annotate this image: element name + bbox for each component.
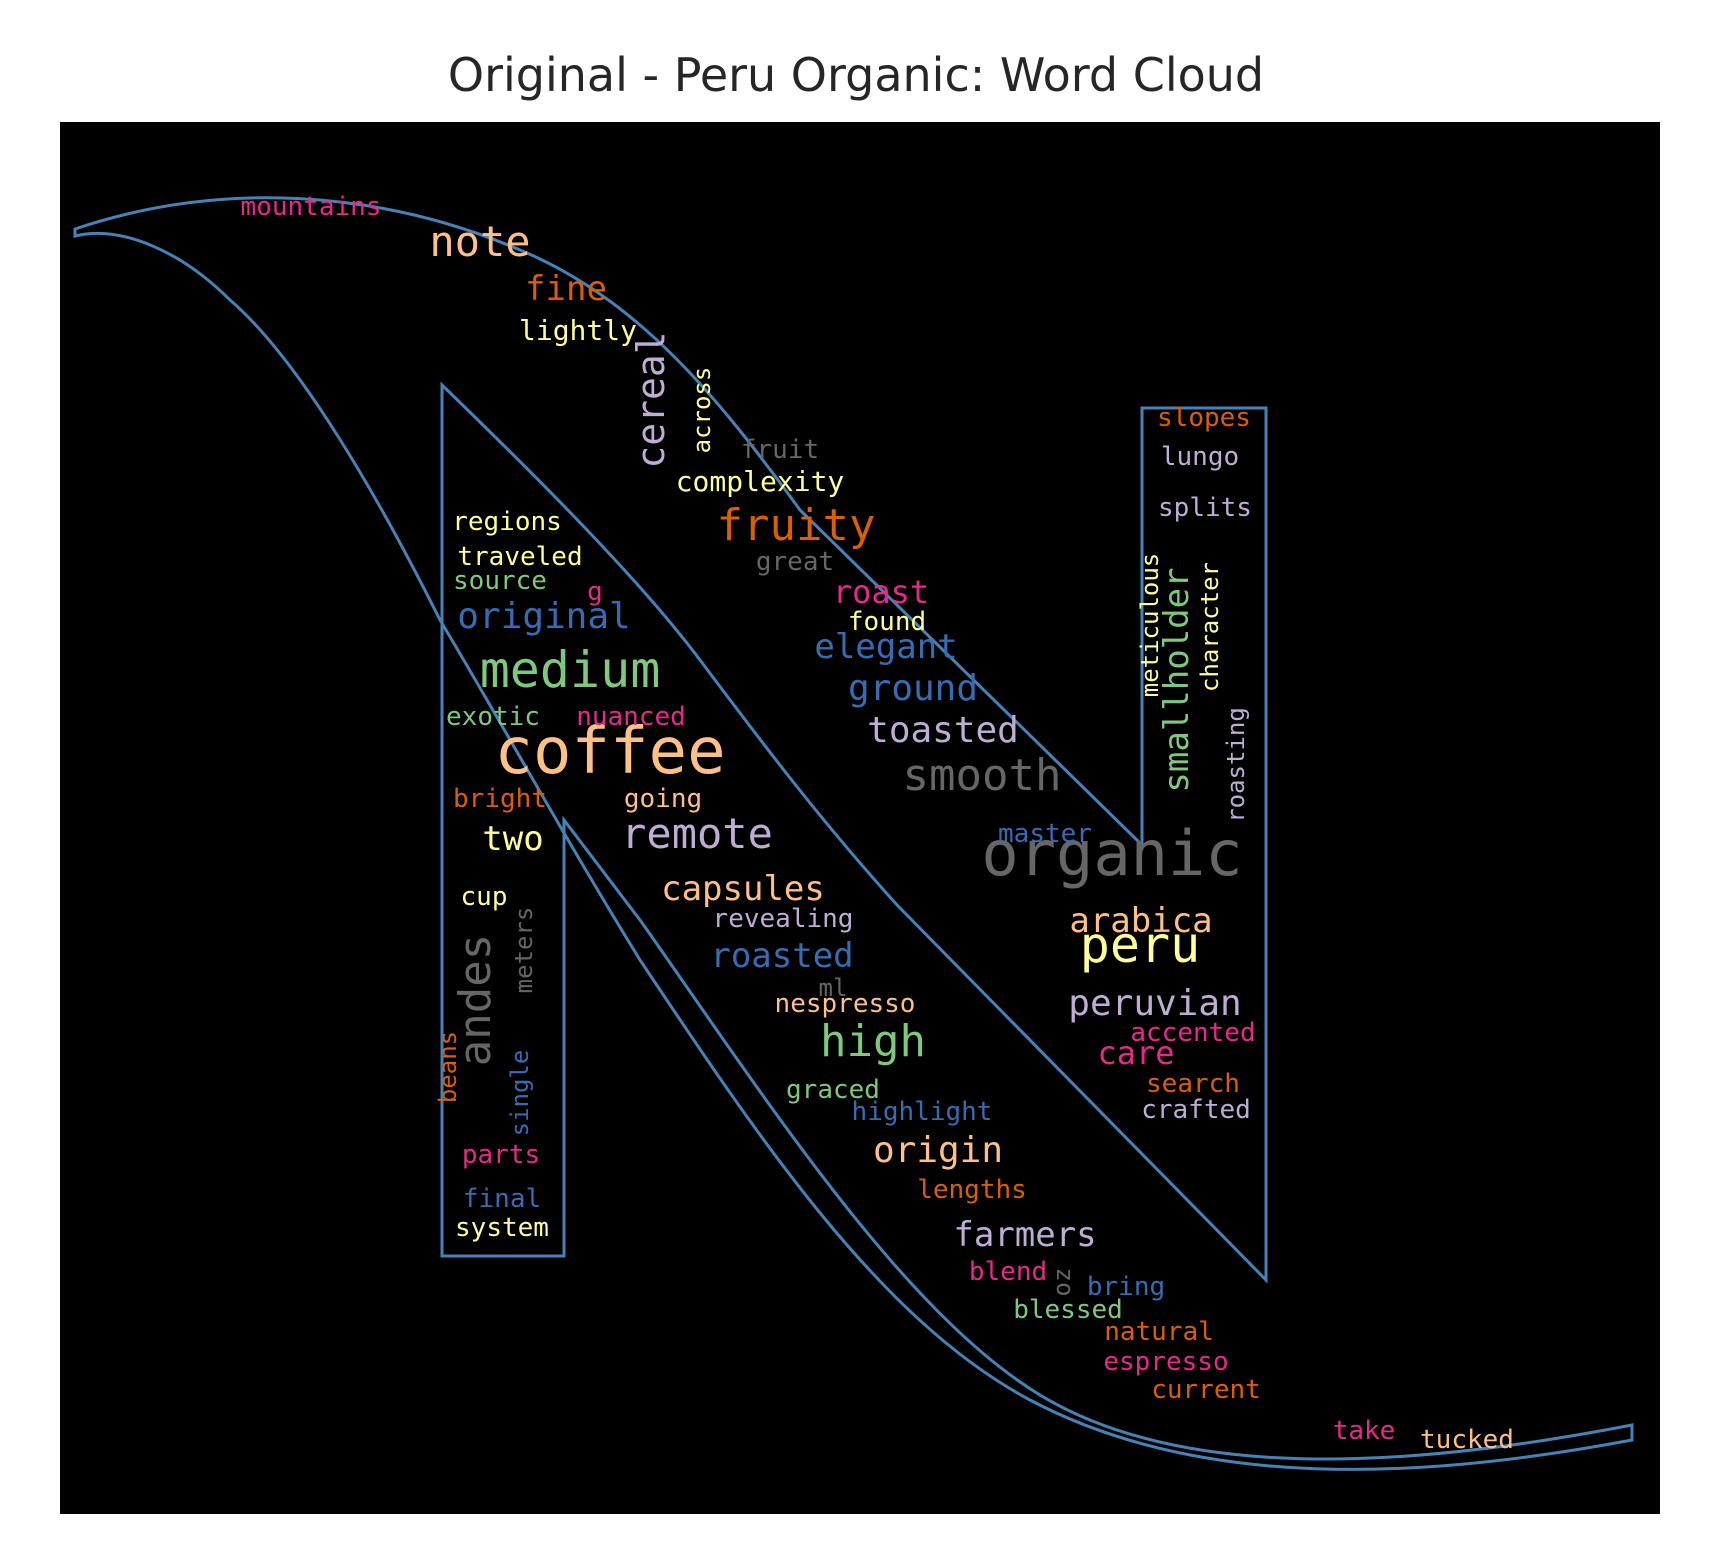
word-graced: graced xyxy=(786,1075,880,1105)
word-nespresso: nespresso xyxy=(775,989,916,1019)
word-slopes: slopes xyxy=(1157,403,1251,433)
word-capsules: capsules xyxy=(661,869,825,909)
word-parts: parts xyxy=(462,1140,540,1170)
word-lungo: lungo xyxy=(1161,442,1239,472)
word-farmers: farmers xyxy=(953,1215,1096,1255)
word-remote: remote xyxy=(621,809,773,858)
word-single: single xyxy=(506,1050,534,1137)
word-espresso: espresso xyxy=(1103,1347,1228,1377)
word-going: going xyxy=(624,784,702,814)
word-fine: fine xyxy=(525,269,607,309)
word-blessed: blessed xyxy=(1013,1295,1123,1325)
word-accented: accented xyxy=(1130,1018,1255,1048)
word-system: system xyxy=(455,1213,549,1243)
word-meticulous: meticulous xyxy=(1136,553,1164,698)
word-revealing: revealing xyxy=(713,904,854,934)
word-search: search xyxy=(1146,1069,1240,1099)
chart-title: Original - Peru Organic: Word Cloud xyxy=(447,48,1265,102)
word-organic: organic xyxy=(981,817,1242,890)
word-roasted: roasted xyxy=(710,936,853,976)
word-splits: splits xyxy=(1158,493,1252,523)
word-smallholder: smallholder xyxy=(1157,567,1197,792)
word-mountains: mountains xyxy=(241,192,382,222)
word-highlight: highlight xyxy=(852,1097,993,1127)
word-across: across xyxy=(688,367,716,454)
word-ml: ml xyxy=(819,974,848,1002)
word-tucked: tucked xyxy=(1420,1425,1514,1455)
wordcloud-background xyxy=(60,122,1660,1514)
word-oz: oz xyxy=(1048,1268,1076,1297)
word-high: high xyxy=(820,1016,926,1067)
logo-outline xyxy=(73,196,1634,1471)
word-arabica: arabica xyxy=(1069,901,1212,941)
word-note: note xyxy=(429,217,530,266)
word-character: character xyxy=(1196,562,1224,692)
word-medium: medium xyxy=(480,641,661,699)
word-original: original xyxy=(457,596,630,637)
word-master: master xyxy=(998,819,1092,849)
word-care: care xyxy=(1097,1034,1174,1072)
word-bring: bring xyxy=(1087,1272,1165,1302)
word-andes: andes xyxy=(450,934,501,1066)
word-take: take xyxy=(1333,1416,1396,1446)
word-cereal: cereal xyxy=(629,331,673,468)
word-exotic: exotic xyxy=(446,702,540,732)
word-toasted: toasted xyxy=(867,710,1019,751)
word-g: g xyxy=(587,577,603,607)
word-nuanced: nuanced xyxy=(576,702,686,732)
word-fruit: fruit xyxy=(741,435,819,465)
word-beans: beans xyxy=(434,1031,462,1103)
word-source: source xyxy=(453,566,547,596)
word-current: current xyxy=(1151,1375,1261,1405)
word-elegant: elegant xyxy=(814,627,957,667)
word-crafted: crafted xyxy=(1141,1095,1251,1125)
word-peru: peru xyxy=(1080,916,1200,974)
word-found: found xyxy=(848,607,926,637)
word-smooth: smooth xyxy=(903,750,1062,801)
word-roasting: roasting xyxy=(1222,707,1250,823)
word-regions: regions xyxy=(452,507,562,537)
word-coffee: coffee xyxy=(494,715,725,789)
word-great: great xyxy=(756,547,834,577)
word-blend: blend xyxy=(969,1257,1047,1287)
word-bright: bright xyxy=(453,784,547,814)
word-cup: cup xyxy=(461,882,508,912)
word-ground: ground xyxy=(848,668,978,709)
word-complexity: complexity xyxy=(676,465,845,498)
word-traveled: traveled xyxy=(457,542,582,572)
word-final: final xyxy=(463,1184,541,1214)
word-two: two xyxy=(482,819,543,859)
word-peruvian: peruvian xyxy=(1068,983,1241,1024)
word-natural: natural xyxy=(1104,1317,1214,1347)
words-layer: organic coffee medium peru smooth andes high re… xyxy=(241,192,1514,1455)
word-fruity: fruity xyxy=(717,500,876,551)
word-lightly: lightly xyxy=(519,314,637,347)
word-roast: roast xyxy=(833,573,929,611)
word-origin: origin xyxy=(873,1130,1003,1171)
word-lengths: lengths xyxy=(917,1175,1027,1205)
word-meters: meters xyxy=(510,907,538,994)
